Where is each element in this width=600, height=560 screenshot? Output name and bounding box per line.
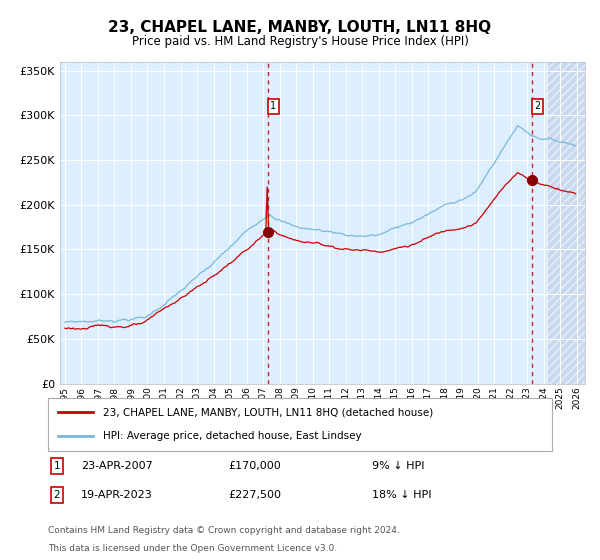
Text: 2: 2 — [53, 490, 61, 500]
Text: 1: 1 — [271, 101, 277, 111]
Text: 1: 1 — [53, 461, 61, 471]
Bar — [548, 62, 600, 384]
Text: Price paid vs. HM Land Registry's House Price Index (HPI): Price paid vs. HM Land Registry's House … — [131, 35, 469, 48]
Text: 23-APR-2007: 23-APR-2007 — [81, 461, 153, 471]
Text: 9% ↓ HPI: 9% ↓ HPI — [372, 461, 425, 471]
Text: 23, CHAPEL LANE, MANBY, LOUTH, LN11 8HQ: 23, CHAPEL LANE, MANBY, LOUTH, LN11 8HQ — [109, 20, 491, 35]
Text: HPI: Average price, detached house, East Lindsey: HPI: Average price, detached house, East… — [103, 431, 362, 441]
Text: Contains HM Land Registry data © Crown copyright and database right 2024.: Contains HM Land Registry data © Crown c… — [48, 526, 400, 535]
Text: 23, CHAPEL LANE, MANBY, LOUTH, LN11 8HQ (detached house): 23, CHAPEL LANE, MANBY, LOUTH, LN11 8HQ … — [103, 408, 434, 418]
Text: 2: 2 — [535, 101, 541, 111]
Text: This data is licensed under the Open Government Licence v3.0.: This data is licensed under the Open Gov… — [48, 544, 337, 553]
Text: 18% ↓ HPI: 18% ↓ HPI — [372, 490, 431, 500]
Bar — [548, 62, 600, 384]
Text: 19-APR-2023: 19-APR-2023 — [81, 490, 153, 500]
Text: £227,500: £227,500 — [228, 490, 281, 500]
FancyBboxPatch shape — [48, 398, 552, 451]
Text: £170,000: £170,000 — [228, 461, 281, 471]
